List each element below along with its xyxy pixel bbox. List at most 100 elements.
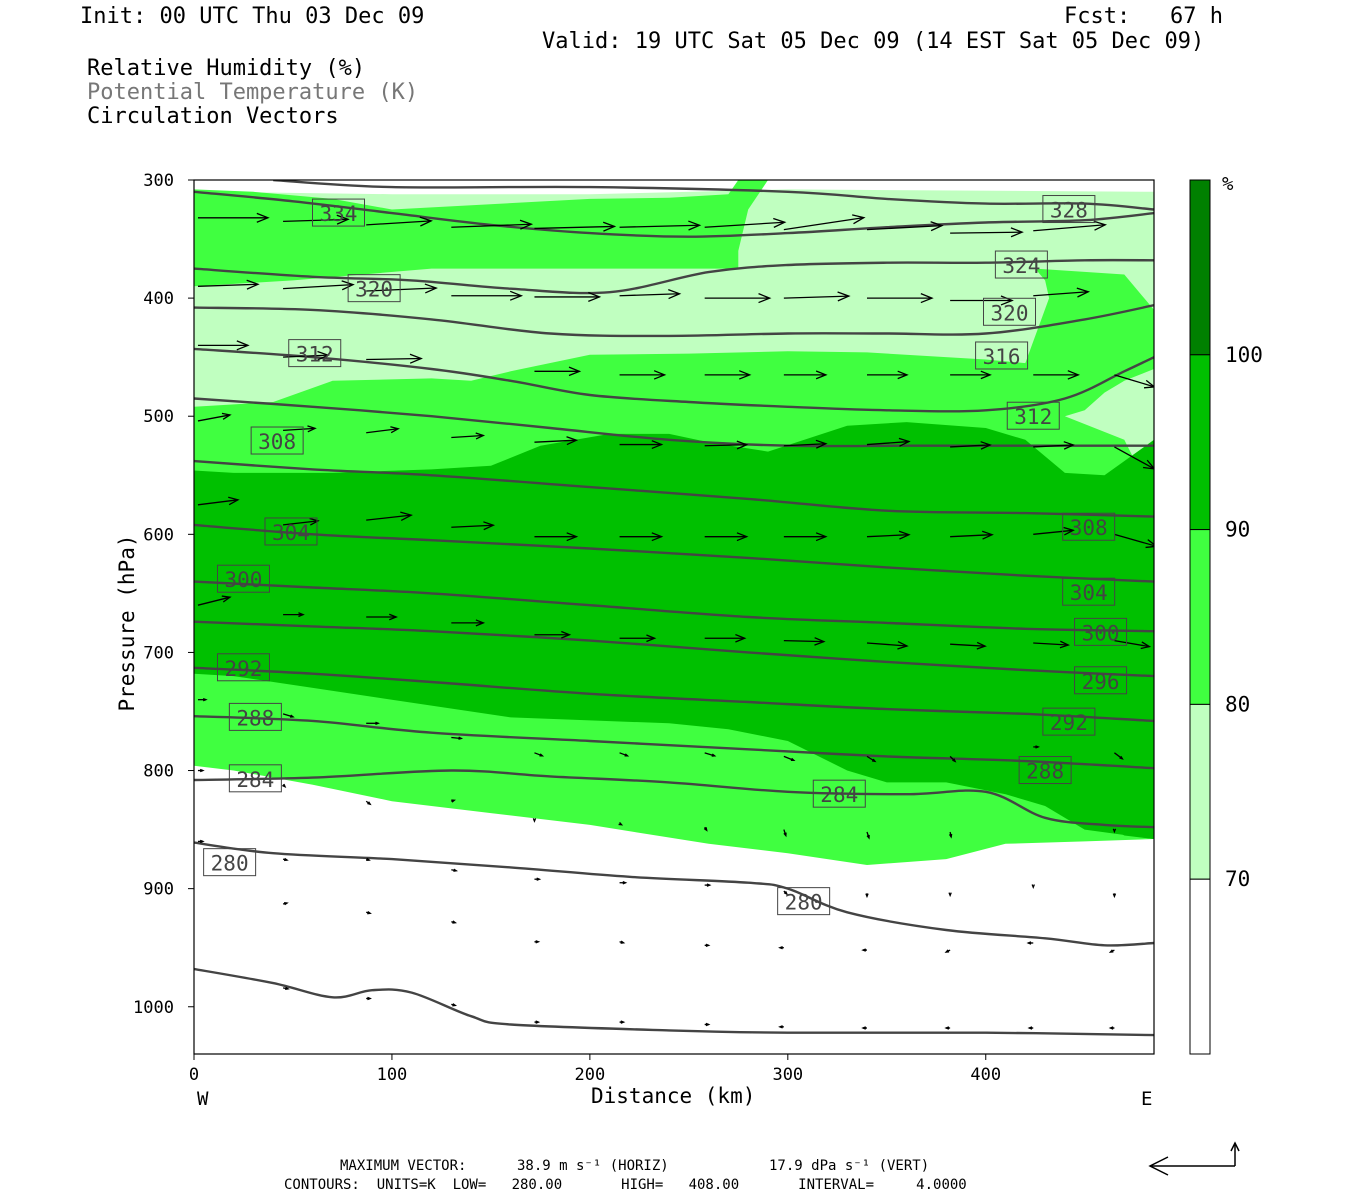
circulation-vector: [778, 945, 784, 950]
svg-text:300: 300: [225, 568, 263, 592]
circulation-vector: [950, 530, 994, 540]
circulation-vector: [1112, 828, 1117, 834]
vector-layer: [197, 212, 1154, 1030]
circulation-vector: [534, 940, 541, 944]
svg-text:288: 288: [236, 706, 274, 730]
circulation-vector: [451, 219, 534, 230]
circulation-vector: [197, 340, 250, 351]
valid-time: Valid: 19 UTC Sat 05 Dec 09 (14 EST Sat …: [542, 29, 1205, 54]
svg-text:312: 312: [296, 343, 334, 367]
circulation-vector: [1033, 640, 1071, 649]
circulation-vector: [197, 279, 260, 290]
legend-title-rh: Relative Humidity (%): [87, 56, 366, 81]
contour-info: CONTOURS: UNITS=K LOW= 280.00 HIGH= 408.…: [284, 1177, 967, 1193]
circulation-vector: [197, 496, 240, 506]
svg-text:292: 292: [1050, 711, 1088, 735]
circulation-vector: [366, 613, 398, 621]
circulation-vector: [283, 425, 317, 433]
circulation-vector: [282, 517, 320, 526]
circulation-vector: [783, 890, 789, 896]
y-tick-label: 300: [143, 171, 174, 191]
circulation-vector: [949, 755, 957, 763]
circulation-vector: [366, 511, 413, 522]
circulation-vector: [197, 412, 232, 422]
theta-contour-label: 334: [311, 198, 365, 227]
theta-contour-312: [194, 397, 1154, 448]
theta-contour-label: 288: [228, 702, 282, 731]
circulation-vector: [866, 755, 877, 763]
circulation-vector: [619, 532, 664, 542]
circulation-vector: [283, 350, 330, 361]
plot-frame: [193, 179, 1155, 1055]
theta-contour-label: 312: [1006, 401, 1060, 430]
circulation-vector: [282, 783, 287, 788]
legend-title-theta: Potential Temperature (K): [87, 80, 419, 105]
circulation-vector: [1026, 941, 1034, 945]
circulation-vector: [783, 755, 796, 762]
theta-contour-276: [194, 967, 1154, 1037]
x-axis-east-label: E: [1141, 1088, 1153, 1110]
circulation-vector: [283, 214, 350, 225]
circulation-vector: [865, 893, 869, 899]
circulation-vector: [282, 713, 295, 718]
theta-contour-304: [194, 523, 1154, 583]
theta-contour-label: 280: [203, 848, 257, 877]
axes-layer: 300 400 500 600 700 800 900 1000 0 100 200 300 400: [133, 171, 1001, 1085]
circulation-vector: [451, 432, 486, 440]
circulation-vector: [1033, 370, 1081, 380]
theta-contour-label: 304: [1062, 577, 1116, 606]
theta-contour-328: [273, 180, 1154, 211]
init-time: Init: 00 UTC Thu 03 Dec 09: [80, 4, 425, 29]
circulation-vector: [282, 901, 289, 906]
y-tick-label: 500: [143, 407, 174, 427]
circulation-vector: [1114, 533, 1154, 549]
circulation-vector: [783, 439, 828, 449]
circulation-vector: [365, 800, 372, 806]
theta-contour-label: 308: [250, 426, 304, 455]
theta-contour-288: [194, 715, 1154, 770]
circulation-vector: [866, 831, 870, 840]
theta-contour-label: 280: [777, 887, 831, 916]
x-tick-label: 300: [772, 1065, 803, 1085]
circulation-vector: [1031, 884, 1035, 890]
circulation-vector: [619, 1020, 626, 1024]
circulation-vector: [532, 818, 537, 823]
circulation-vector: [950, 295, 1014, 306]
theta-contour-label: 308: [1062, 512, 1116, 541]
circulation-vector: [783, 370, 828, 380]
theta-contour-label: 284: [812, 779, 866, 808]
svg-text:316: 316: [983, 345, 1021, 369]
circulation-vector: [1033, 287, 1091, 298]
circulation-vector: [197, 697, 208, 702]
colorbar: 100 90 80 70%: [1189, 173, 1263, 1055]
circulation-vector: [1114, 639, 1152, 650]
forecast-hour: Fcst: 67 h: [1064, 4, 1223, 29]
circulation-vector: [534, 877, 542, 881]
circulation-vector: [704, 293, 772, 304]
circulation-vector: [1033, 220, 1108, 232]
circulation-vector: [704, 370, 752, 380]
theta-contour-308: [194, 459, 1154, 518]
colorbar-label: 90: [1225, 518, 1250, 542]
colorbar-unit: %: [1222, 173, 1234, 195]
circulation-vector: [619, 940, 626, 944]
circulation-vector: [534, 630, 572, 639]
theta-contour-label: 320: [983, 297, 1037, 326]
svg-text:328: 328: [1050, 199, 1088, 223]
svg-text:320: 320: [355, 278, 393, 302]
circulation-vector: [451, 1003, 458, 1007]
colorbar-label: 80: [1225, 692, 1250, 716]
svg-text:304: 304: [272, 521, 310, 545]
svg-text:308: 308: [258, 430, 296, 454]
theta-contour-284: [194, 769, 1154, 829]
max-vector-vert: 17.9 dPa s⁻¹ (VERT): [769, 1158, 930, 1174]
circulation-vector: [866, 640, 909, 650]
circulation-vector: [534, 1020, 541, 1024]
circulation-vector: [451, 736, 464, 740]
theta-contour-label: 328: [1042, 195, 1096, 224]
circulation-vector: [866, 530, 911, 540]
circulation-vector: [451, 290, 524, 301]
circulation-vector: [1114, 374, 1154, 389]
theta-contour-334: [194, 190, 1154, 238]
